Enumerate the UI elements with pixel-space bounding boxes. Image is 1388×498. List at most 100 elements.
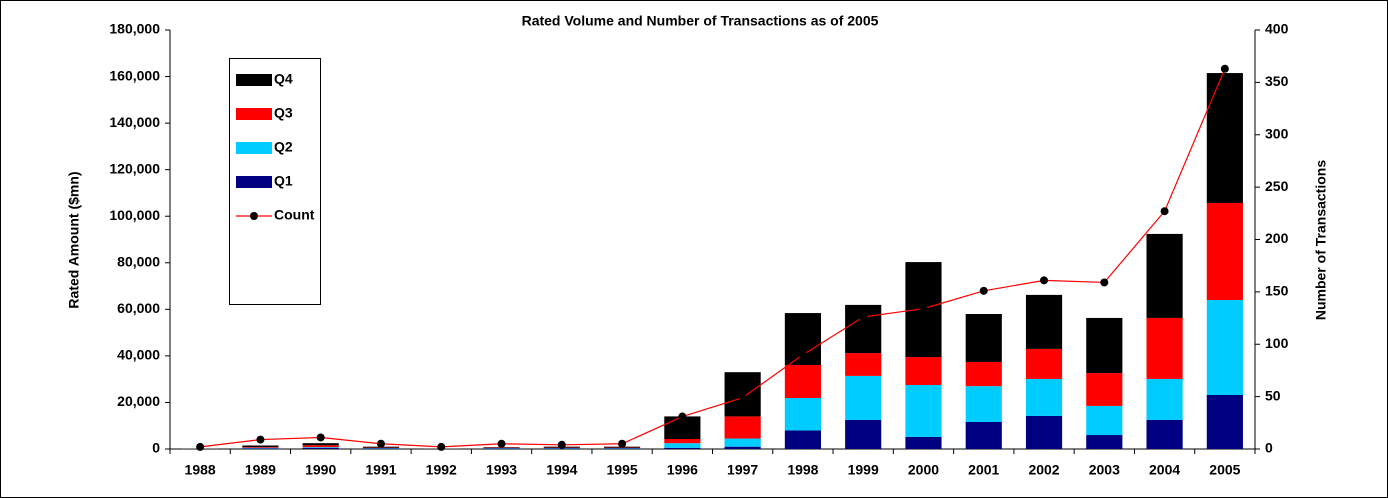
y2-tick-label: 400 [1265,21,1289,37]
y-tick-label: 160,000 [109,67,160,83]
y-tick-label: 140,000 [109,114,160,130]
bar-segment [302,447,339,448]
y-tick-label: 80,000 [117,253,160,269]
chart-title: Rated Volume and Number of Transactions … [522,13,879,29]
y2-tick-label: 100 [1265,335,1289,351]
count-point [738,393,747,402]
bar-segment [724,438,761,447]
bar-segment [1086,373,1123,406]
count-point [678,412,687,421]
bar-segment [1146,317,1183,379]
count-point [376,439,385,448]
legend-swatch-marker [250,212,258,220]
bar-segment [724,446,761,449]
bar-segment [965,421,1002,449]
bar-segment [664,416,701,439]
bar-segment [1206,73,1243,203]
count-point [919,304,928,313]
count-point [1100,278,1109,287]
x-tick-label: 1999 [848,462,879,478]
x-tick-label: 1992 [426,462,457,478]
count-point [256,435,265,444]
bar-segment [905,436,942,449]
y-tick-label: 0 [152,440,160,456]
bar-segment [664,443,701,448]
count-point [979,286,988,295]
count-point [497,439,506,448]
bar-segment [302,443,339,446]
x-tick-label: 1995 [607,462,638,478]
bar-segment [1025,348,1063,379]
count-point [316,433,325,442]
y-tick-label: 20,000 [117,393,160,409]
bar-segment [664,438,701,444]
legend-swatch [236,74,272,86]
y2-tick-label: 300 [1265,125,1289,141]
x-tick-label: 1993 [486,462,517,478]
x-tick-label: 2005 [1209,462,1240,478]
x-tick-label: 2002 [1028,462,1059,478]
bar-segment [784,398,821,431]
y2-tick-label: 350 [1265,73,1289,89]
x-tick-label: 1991 [365,462,396,478]
bar-segment [1146,419,1183,449]
count-point [1220,64,1229,73]
x-tick-label: 2000 [908,462,939,478]
bar-segment [845,304,882,354]
bar-segment [1206,300,1243,395]
x-tick-label: 1998 [787,462,818,478]
bar-segment [784,364,821,399]
y-tick-label: 120,000 [109,160,160,176]
x-tick-label: 1990 [305,462,336,478]
count-point [1160,207,1169,216]
x-tick-label: 1996 [667,462,698,478]
x-tick-label: 1989 [245,462,276,478]
count-point [557,440,566,449]
bar-segment [664,447,701,449]
x-tick-label: 1988 [185,462,216,478]
bar-segment [905,357,942,385]
bar-segment [242,448,279,449]
bar-segment [845,375,882,420]
bar-segment [1025,294,1063,349]
legend-swatch [236,108,272,120]
bar-segment [965,386,1002,422]
bar-segment [1206,202,1243,301]
y2-tick-label: 150 [1265,283,1289,299]
bar-segment [784,430,821,449]
bar-segment [1146,378,1183,420]
x-tick-label: 1997 [727,462,758,478]
y-tick-label: 180,000 [109,21,160,37]
bar-segment [905,384,942,437]
legend-label: Q2 [274,139,293,155]
count-point [196,442,205,451]
bar-segment [302,447,339,449]
bar-segment [965,361,1002,387]
count-point [798,350,807,359]
count-point [859,313,868,322]
bar-segment [242,447,279,448]
bar-segment [965,313,1002,362]
bar-segment [1086,405,1123,436]
bar-segment [1025,378,1063,416]
count-point [618,439,627,448]
x-tick-label: 2003 [1089,462,1120,478]
y-axis-title: Rated Amount ($mn) [66,171,82,308]
y-tick-label: 40,000 [117,347,160,363]
bar-segment [845,419,882,449]
bar-segment [302,445,339,448]
legend-label: Q1 [274,173,293,189]
count-point [437,442,446,451]
legend-swatch [236,176,272,188]
x-tick-label: 2004 [1149,462,1180,478]
y-tick-label: 100,000 [109,207,160,223]
bar-segment [1086,317,1123,374]
y2-tick-label: 250 [1265,178,1289,194]
bar-segment [1206,394,1243,449]
count-point [1040,276,1049,285]
x-tick-label: 1994 [546,462,577,478]
legend-label: Q4 [274,71,293,87]
bar-segment [1086,435,1123,449]
bar-segment [1146,233,1183,318]
